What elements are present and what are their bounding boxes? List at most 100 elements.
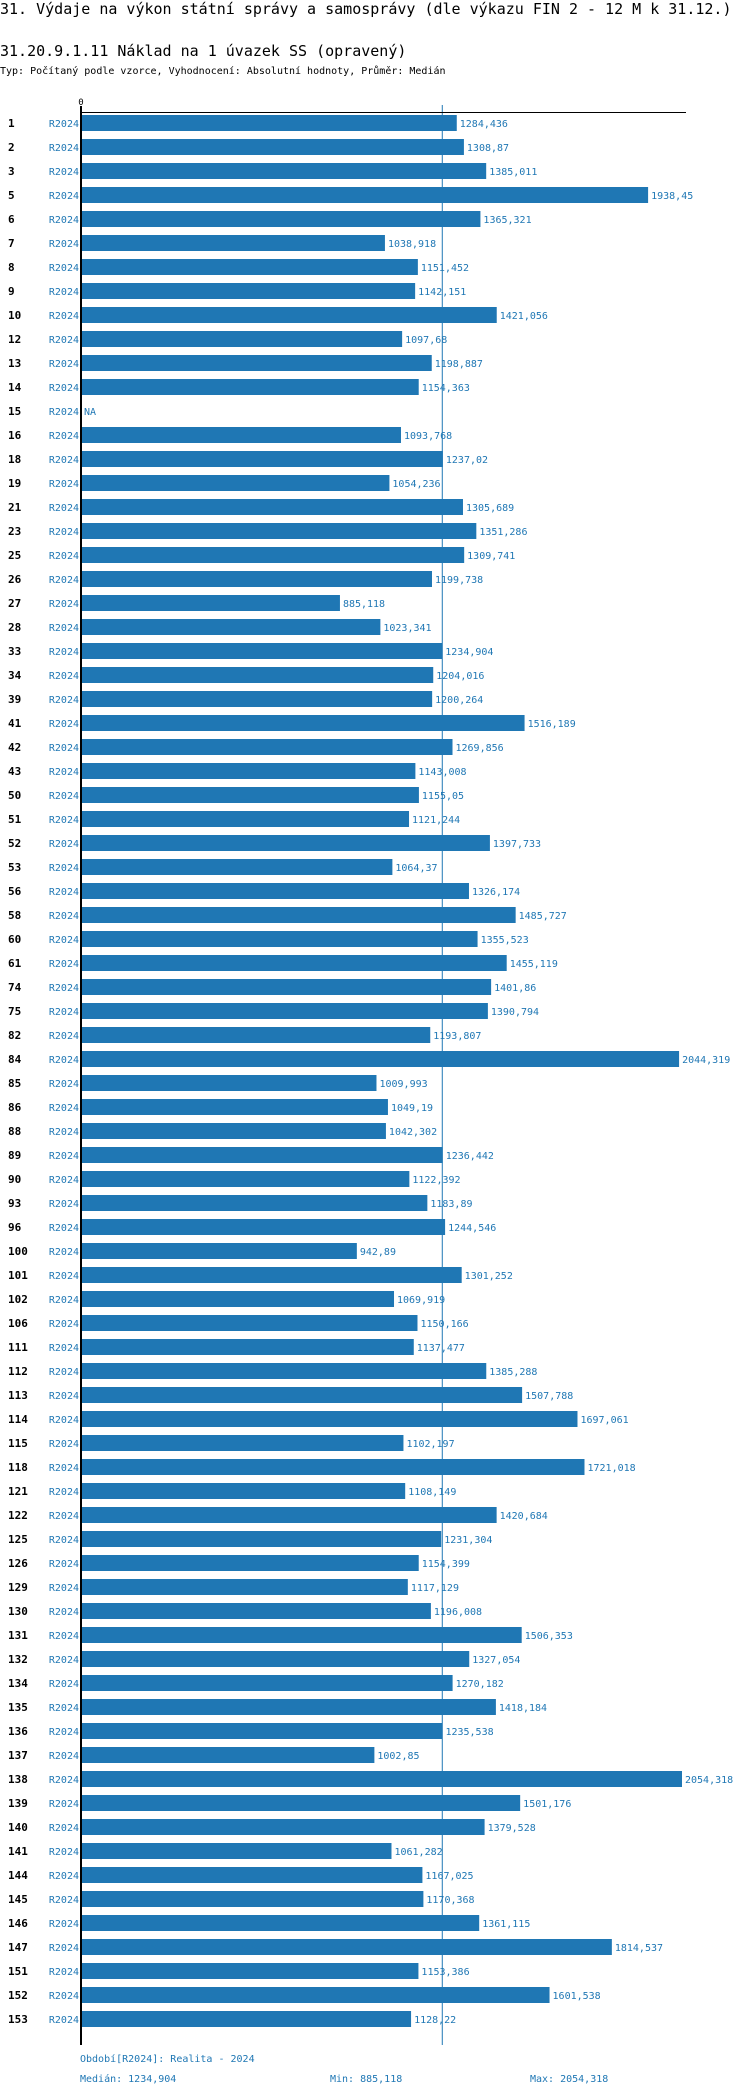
bar (81, 187, 649, 203)
bar (81, 1747, 375, 1763)
series-label: R2024 (49, 1775, 79, 1786)
value-label: 1204,016 (436, 671, 484, 682)
series-label: R2024 (49, 1607, 79, 1618)
bar (81, 1627, 522, 1643)
series-label: R2024 (49, 1847, 79, 1858)
row-label: 113 (8, 1389, 28, 1402)
bar (81, 1651, 470, 1667)
bar (81, 547, 465, 563)
series-label: R2024 (49, 1943, 79, 1954)
bar (81, 2011, 412, 2027)
bar (81, 1339, 414, 1355)
row-label: 8 (8, 261, 15, 274)
bar (81, 979, 492, 995)
series-label: R2024 (49, 119, 79, 130)
series-label: R2024 (49, 2015, 79, 2026)
bar (81, 955, 507, 971)
value-label: 1142,151 (418, 287, 466, 298)
value-label: 1244,546 (448, 1223, 496, 1234)
chart-meta-info: Typ: Počítaný podle vzorce, Vyhodnocení:… (0, 66, 446, 77)
bar (81, 499, 463, 515)
bar (81, 1987, 550, 2003)
value-label: 1501,176 (523, 1799, 571, 1810)
value-label: 1002,85 (377, 1751, 419, 1762)
bar (81, 1315, 418, 1331)
value-label: 1151,452 (421, 263, 469, 274)
series-label: R2024 (49, 1031, 79, 1042)
bar (81, 1555, 419, 1571)
bar (81, 1843, 392, 1859)
value-label: 1193,807 (433, 1031, 481, 1042)
value-label: 1938,45 (651, 191, 693, 202)
series-label: R2024 (49, 503, 79, 514)
bar (81, 739, 453, 755)
value-label: 1117,129 (411, 1583, 459, 1594)
bar (81, 475, 390, 491)
bar (81, 1771, 682, 1787)
row-label: 39 (8, 693, 21, 706)
row-label: 6 (8, 213, 15, 226)
row-label: 111 (8, 1341, 28, 1354)
value-label: 1054,236 (392, 479, 440, 490)
row-label: 5 (8, 189, 15, 202)
row-label: 115 (8, 1437, 28, 1450)
value-label: 1235,538 (445, 1727, 493, 1738)
row-label: 145 (8, 1893, 28, 1906)
row-label: 61 (8, 957, 22, 970)
bar (81, 307, 497, 323)
row-label: 101 (8, 1269, 28, 1282)
row-label: 60 (8, 933, 21, 946)
row-label: 28 (8, 621, 21, 634)
series-label: R2024 (49, 1583, 79, 1594)
series-label: R2024 (49, 1991, 79, 2002)
bar (81, 259, 418, 275)
bar (81, 1171, 410, 1187)
series-label: R2024 (49, 191, 79, 202)
value-label: 1237,02 (446, 455, 488, 466)
row-label: 58 (8, 909, 21, 922)
row-label: 106 (8, 1317, 28, 1330)
bar (81, 811, 410, 827)
value-label: 1170,368 (426, 1895, 474, 1906)
value-label: 1154,399 (422, 1559, 470, 1570)
footer-min: Min: 885,118 (330, 2074, 403, 2085)
bar (81, 1051, 680, 1067)
row-label: 41 (8, 717, 22, 730)
bar (81, 139, 464, 155)
series-label: R2024 (49, 1055, 79, 1066)
value-label: 1601,538 (553, 1991, 601, 2002)
value-label: 1108,149 (408, 1487, 456, 1498)
series-label: R2024 (49, 1559, 79, 1570)
bar (81, 835, 490, 851)
value-label: 1455,119 (510, 959, 558, 970)
row-label: 118 (8, 1461, 28, 1474)
value-label: 1042,302 (389, 1127, 437, 1138)
value-label: 1697,061 (580, 1415, 628, 1426)
series-label: R2024 (49, 959, 79, 970)
series-label: R2024 (49, 767, 79, 778)
row-label: 86 (8, 1101, 22, 1114)
series-label: R2024 (49, 1271, 79, 1282)
series-label: R2024 (49, 1367, 79, 1378)
value-label: 1154,363 (422, 383, 470, 394)
row-label: 7 (8, 237, 15, 250)
value-label: 1122,392 (412, 1175, 460, 1186)
row-label: 19 (8, 477, 21, 490)
series-label: R2024 (49, 1655, 79, 1666)
value-label: 1061,282 (394, 1847, 442, 1858)
series-label: R2024 (49, 695, 79, 706)
value-label: 1379,528 (488, 1823, 536, 1834)
series-label: R2024 (49, 311, 79, 322)
series-label: R2024 (49, 1679, 79, 1690)
row-label: 153 (8, 2013, 28, 2026)
value-label: 2054,318 (685, 1775, 733, 1786)
series-label: R2024 (49, 263, 79, 274)
row-label: 21 (8, 501, 22, 514)
bar (81, 763, 416, 779)
series-label: R2024 (49, 1103, 79, 1114)
value-label: 1301,252 (465, 1271, 513, 1282)
value-label: 1506,353 (525, 1631, 573, 1642)
value-label: 1421,056 (500, 311, 548, 322)
value-label: 1270,182 (456, 1679, 504, 1690)
value-label: 2044,319 (682, 1055, 730, 1066)
